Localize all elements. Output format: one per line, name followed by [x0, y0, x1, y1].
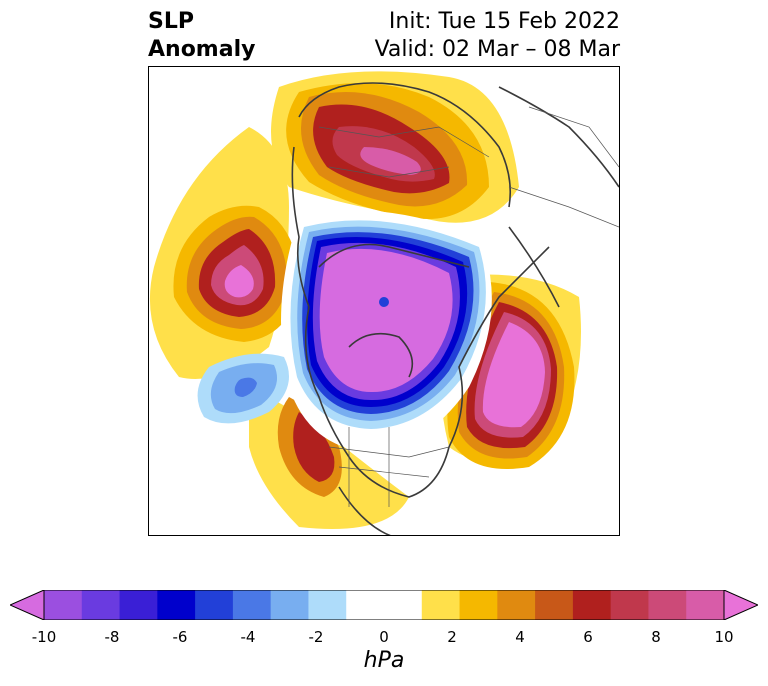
colorbar-extend-min [10, 590, 45, 620]
colorbar-tick-label: -10 [31, 628, 57, 646]
colorbar-segment [572, 590, 612, 620]
colorbar-tick-label: 4 [515, 628, 525, 646]
colorbar-segment [648, 590, 687, 620]
colorbar-segment [610, 590, 649, 620]
chart-title: SLP Anomaly [148, 8, 255, 64]
colorbar-segment [346, 590, 385, 620]
borders [318, 106, 619, 507]
colorbar-segment [308, 590, 347, 620]
colorbar-segment [81, 590, 121, 620]
colorbar-segment [384, 590, 423, 620]
coastlines [291, 82, 619, 535]
init-date: Init: Tue 15 Feb 2022 [388, 9, 620, 34]
map-panel [148, 66, 620, 536]
colorbar-extend-max [723, 590, 758, 620]
colorbar-tick-label: -8 [104, 628, 120, 646]
colorbar-tick-label: 0 [379, 628, 389, 646]
anomaly-map [149, 71, 619, 535]
colorbar-segment [119, 590, 158, 620]
colorbar-segment [270, 590, 309, 620]
colorbar-tick-label: -2 [308, 628, 324, 646]
colorbar-segment [459, 590, 498, 620]
eurasia-high-anomaly [286, 83, 489, 219]
north-pacific-low-anomaly [197, 353, 289, 424]
colorbar [10, 590, 758, 620]
colorbar-tick-label: -6 [172, 628, 188, 646]
colorbar-segment [686, 590, 725, 620]
colorbar-tick-label: 8 [651, 628, 661, 646]
colorbar-segment [497, 590, 536, 620]
valid-range: Valid: 02 Mar – 08 Mar [374, 37, 620, 62]
colorbar-tick-label: -4 [240, 628, 256, 646]
colorbar-tick-label: 2 [447, 628, 457, 646]
colorbar-segment [421, 590, 461, 620]
colorbar-tick-label: 6 [583, 628, 593, 646]
title-line-2: Anomaly [148, 37, 256, 62]
colorbar-tick-label: 10 [714, 628, 734, 646]
colorbar-segment [232, 590, 272, 620]
north-america-high-anomaly [277, 397, 342, 497]
pacific-high-anomaly [173, 205, 299, 342]
arctic-low-anomaly [290, 220, 486, 429]
colorbar-segment [157, 590, 196, 620]
colorbar-segment [195, 590, 234, 620]
run-info: Init: Tue 15 Feb 2022 Valid: 02 Mar – 08… [375, 8, 620, 64]
colorbar-segment [535, 590, 574, 620]
colorbar-segment [44, 590, 83, 620]
colorbar-unit-label: hPa [363, 648, 405, 673]
title-line-1: SLP [148, 9, 194, 34]
